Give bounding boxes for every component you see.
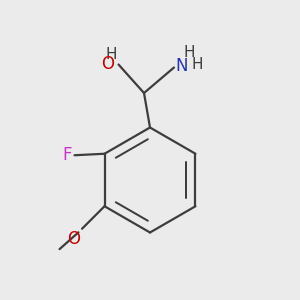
Text: O: O xyxy=(102,55,115,73)
Text: O: O xyxy=(68,230,80,248)
Text: H: H xyxy=(192,57,203,72)
Text: N: N xyxy=(176,57,188,75)
Text: H: H xyxy=(105,47,117,62)
Text: F: F xyxy=(63,146,72,164)
Text: H: H xyxy=(184,45,195,60)
